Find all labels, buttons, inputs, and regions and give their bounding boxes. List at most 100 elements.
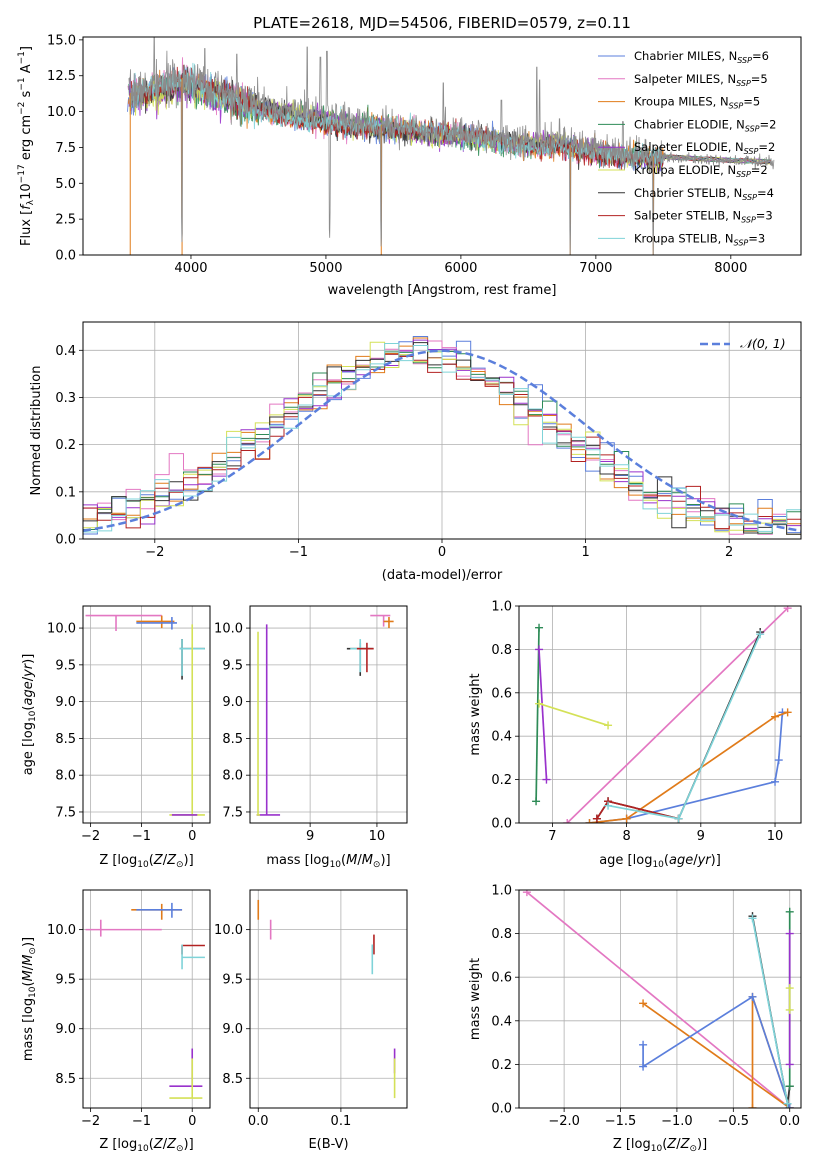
weight-series-marker <box>785 1005 794 1014</box>
panel-weight-vs-age: 7 8 9 10 0.0 0.2 0.4 0.6 0.8 1.0 <box>491 600 802 844</box>
weight-series-marker <box>783 708 792 717</box>
errorbar-point <box>356 642 374 673</box>
weight-series-marker <box>535 699 544 708</box>
legend-subscript: SSP <box>744 147 759 156</box>
legend-subscript: SSP <box>734 238 749 247</box>
y-tick-label: 8.0 <box>55 769 76 784</box>
weight-series-marker <box>535 645 544 654</box>
grid-lines <box>83 890 210 1108</box>
axes-frame <box>82 36 802 256</box>
x-tick-label: 8 <box>622 829 630 844</box>
y-tick-label: 0.8 <box>491 643 512 658</box>
y-tick-label: 10.0 <box>47 105 76 120</box>
weight-series-marker <box>542 775 551 784</box>
panel-weight-vs-Z: −2.0 −1.5 −1.0 −0.5 0.0 0.0 0.2 0.4 0.6 0.8 1.0 <box>491 884 802 1129</box>
x-tick-label: 10 <box>369 829 386 844</box>
errorbar-point <box>85 919 162 937</box>
axes-frame <box>518 889 802 1109</box>
weight-series-marker <box>756 630 765 639</box>
y-tick-label: 10.0 <box>47 923 76 938</box>
legend-suffix: =5 <box>743 95 760 109</box>
legend-label: Chabrier ELODIE, NSSP=2 <box>634 117 776 133</box>
panel-age-vs-Z: −2 −1 0 7.5 8.0 8.5 9.0 9.5 10.0 <box>47 605 211 844</box>
ticks: −2 −1 0 7.5 8.0 8.5 9.0 9.5 10.0 <box>47 622 196 844</box>
y-tick-label: 7.5 <box>55 141 76 156</box>
legend-subscript: SSP <box>736 170 751 179</box>
y-tick-label: 0.2 <box>55 438 76 453</box>
weight-series-marker <box>592 814 601 823</box>
ticks: 4000 5000 6000 7000 8000 0.0 2.5 5.0 7.5 10.0 12.5… <box>47 33 747 276</box>
legend-label: Kroupa STELIB, NSSP=3 <box>634 231 765 247</box>
weight-series-marker <box>771 777 780 786</box>
x-tick-label: −1.5 <box>605 1114 637 1129</box>
y-axis-label: age [log10(age/yr)] <box>21 654 38 776</box>
weight-series-marker <box>785 984 794 993</box>
weight-series-marker <box>639 1062 648 1071</box>
y-tick-label: 15.0 <box>47 33 76 48</box>
x-tick-label: −1 <box>289 545 308 560</box>
x-axis-label: mass [log10(M/M⊙)] <box>266 853 390 870</box>
x-tick-label: 7 <box>548 829 556 844</box>
y-tick-label: 0.2 <box>491 773 512 788</box>
axes-frame <box>518 605 802 824</box>
y-tick-label: 10.0 <box>214 923 243 938</box>
weight-series-marker <box>585 819 594 823</box>
plot-area <box>83 336 801 535</box>
weight-series-line <box>642 995 791 1108</box>
plot-area <box>127 37 775 255</box>
legend-suffix: =5 <box>751 72 768 86</box>
plot-area <box>85 614 205 816</box>
errorbar-point <box>169 1058 203 1099</box>
weight-series-marker <box>774 756 783 765</box>
x-tick-label: −2 <box>145 545 164 560</box>
grid-lines <box>250 606 407 823</box>
x-tick-label: 8000 <box>714 261 747 276</box>
x-axis-label: age [log10(age/yr)] <box>599 853 721 870</box>
x-tick-label: 0 <box>188 829 196 844</box>
x-tick-label: −2 <box>81 1114 100 1129</box>
panel-spectrum: 4000 5000 6000 7000 8000 0.0 2.5 5.0 7.5 10.0 12.5… <box>47 33 802 276</box>
legend-subscript: SSP <box>742 193 757 202</box>
legend-label: Chabrier STELIB, NSSP=4 <box>634 186 774 202</box>
weight-series-line <box>566 607 789 823</box>
y-tick-label: 0.6 <box>491 971 512 986</box>
x-tick-label: −1.0 <box>661 1114 693 1129</box>
weight-series-marker <box>785 907 794 916</box>
x-tick-label: 0 <box>438 545 446 560</box>
y-tick-label: 0.0 <box>491 1102 512 1117</box>
weight-series-marker <box>783 606 792 613</box>
plot-area <box>256 614 394 816</box>
legend-label: Salpeter MILES, NSSP=5 <box>634 72 768 88</box>
y-tick-label: 8.5 <box>55 1072 76 1087</box>
legend-subscript: SSP <box>745 124 760 133</box>
x-axis-label: Z [log10(Z/Z⊙)] <box>99 853 193 870</box>
y-tick-label: 0.0 <box>491 817 512 832</box>
weight-series-line <box>538 702 609 727</box>
weight-series-marker <box>783 1099 792 1108</box>
y-tick-label: 9.5 <box>222 973 243 988</box>
ticks: 0.0 0.1 8.5 9.0 9.5 10.0 <box>214 923 351 1129</box>
x-tick-label: −1 <box>132 829 151 844</box>
y-tick-label: 0.6 <box>491 686 512 701</box>
x-tick-label: −2.0 <box>548 1114 580 1129</box>
grid-lines <box>250 890 407 1108</box>
plot-area <box>532 606 792 823</box>
weight-series-marker <box>604 721 613 730</box>
chart-title: PLATE=2618, MJD=54506, FIBERID=0579, z=0… <box>253 14 631 32</box>
legend-suffix: =2 <box>751 163 768 177</box>
observed-spectrum-line <box>128 37 775 255</box>
legend-suffix: =4 <box>757 186 774 200</box>
errorbar-point <box>85 614 162 632</box>
y-axis-label: Normed distribution <box>29 366 44 496</box>
y-tick-label: 9.0 <box>222 695 243 710</box>
x-tick-label: 0 <box>188 1114 196 1129</box>
y-tick-label: 0.4 <box>55 344 76 359</box>
legend-suffix: =6 <box>752 49 769 63</box>
weight-series-marker <box>748 992 757 1001</box>
weight-series-marker <box>535 623 544 632</box>
legend-subscript: SSP <box>736 79 751 88</box>
x-axis-label: E(B-V) <box>308 1137 348 1152</box>
weight-series-marker <box>771 712 780 721</box>
